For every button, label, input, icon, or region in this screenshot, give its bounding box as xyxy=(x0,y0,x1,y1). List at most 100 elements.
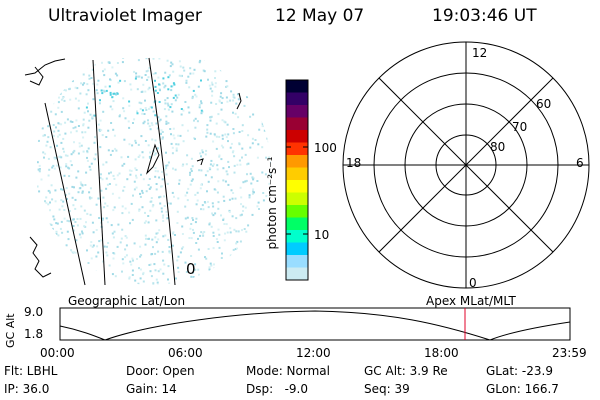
image-pixel xyxy=(45,196,48,199)
image-pixel xyxy=(150,122,153,125)
image-pixel xyxy=(268,274,271,277)
image-pixel xyxy=(148,237,150,240)
image-pixel xyxy=(170,142,173,145)
image-pixel xyxy=(204,174,207,177)
image-pixel xyxy=(159,202,162,205)
image-pixel xyxy=(49,209,51,212)
image-pixel xyxy=(270,161,271,164)
geographic-image xyxy=(24,55,275,286)
image-pixel xyxy=(220,278,223,281)
image-pixel xyxy=(161,136,164,139)
image-pixel xyxy=(46,103,49,106)
image-pixel xyxy=(55,222,58,225)
image-pixel xyxy=(218,154,221,157)
image-pixel xyxy=(200,102,203,105)
image-pixel xyxy=(47,203,50,206)
image-pixel xyxy=(63,209,66,211)
image-pixel xyxy=(190,179,193,182)
image-pixel xyxy=(212,140,215,143)
image-pixel xyxy=(254,275,257,278)
image-pixel xyxy=(230,90,233,93)
image-pixel xyxy=(87,147,90,150)
image-pixel xyxy=(70,273,73,276)
image-pixel xyxy=(212,214,215,217)
image-pixel xyxy=(72,127,75,130)
image-pixel xyxy=(64,266,67,269)
image-pixel xyxy=(121,270,123,273)
glon-info: GLon: 166.7 xyxy=(486,382,559,396)
image-pixel xyxy=(102,110,105,113)
image-pixel xyxy=(61,188,64,191)
image-pixel xyxy=(104,202,107,205)
image-pixel xyxy=(62,67,65,70)
image-pixel xyxy=(222,217,225,220)
image-pixel xyxy=(85,221,87,224)
image-pixel-bright xyxy=(105,89,108,92)
image-pixel xyxy=(112,174,115,177)
image-pixel xyxy=(134,167,137,170)
image-pixel xyxy=(77,152,80,155)
image-pixel xyxy=(83,82,86,85)
image-pixel xyxy=(53,242,56,245)
image-pixel xyxy=(256,156,259,159)
image-pixel-bright xyxy=(154,85,157,88)
image-pixel xyxy=(46,140,49,143)
image-pixel xyxy=(234,65,236,68)
image-pixel xyxy=(161,137,164,140)
image-pixel xyxy=(219,69,222,72)
image-pixel xyxy=(48,276,51,279)
image-pixel xyxy=(190,168,193,170)
image-pixel xyxy=(62,97,64,100)
image-pixel xyxy=(145,70,148,73)
image-pixel xyxy=(115,183,118,186)
image-pixel xyxy=(209,119,212,122)
image-pixel xyxy=(154,166,157,169)
image-pixel xyxy=(160,185,163,188)
lat-label-80: 80 xyxy=(490,140,506,154)
image-pixel xyxy=(151,205,154,208)
image-pixel xyxy=(61,253,64,256)
image-pixel xyxy=(155,278,158,281)
image-pixel xyxy=(213,133,216,136)
image-pixel xyxy=(147,119,149,122)
image-pixel xyxy=(68,210,71,212)
image-pixel xyxy=(87,126,90,129)
image-pixel xyxy=(99,146,102,149)
image-pixel xyxy=(266,137,269,140)
image-pixel xyxy=(94,63,96,66)
image-pixel xyxy=(123,138,126,141)
image-pixel xyxy=(268,182,271,185)
image-pixel xyxy=(75,239,78,242)
image-pixel xyxy=(246,278,249,281)
image-pixel xyxy=(40,210,43,213)
image-pixel xyxy=(40,178,43,181)
image-pixel xyxy=(81,230,83,233)
image-pixel xyxy=(198,106,201,109)
image-pixel xyxy=(156,284,159,285)
image-pixel xyxy=(225,68,228,70)
image-pixel xyxy=(131,269,134,272)
image-pixel-bright xyxy=(94,114,97,117)
image-pixel xyxy=(71,196,74,199)
image-pixel xyxy=(66,230,69,233)
image-pixel xyxy=(159,142,161,144)
image-pixel xyxy=(156,147,159,150)
image-pixel xyxy=(202,281,205,284)
image-pixel xyxy=(214,82,217,85)
image-pixel xyxy=(192,276,195,278)
image-pixel xyxy=(258,278,261,281)
image-pixel xyxy=(258,250,261,253)
image-pixel xyxy=(57,90,60,93)
colorbar-segment xyxy=(286,80,308,93)
image-pixel xyxy=(108,172,110,175)
image-pixel xyxy=(162,235,165,238)
image-pixel xyxy=(175,143,178,146)
image-pixel xyxy=(55,164,58,167)
image-pixel xyxy=(203,231,206,233)
colorbar-segment xyxy=(286,230,308,243)
image-pixel xyxy=(223,239,226,242)
image-pixel xyxy=(170,103,173,106)
image-pixel xyxy=(224,133,227,136)
image-pixel xyxy=(165,122,168,125)
image-pixel xyxy=(181,233,184,235)
